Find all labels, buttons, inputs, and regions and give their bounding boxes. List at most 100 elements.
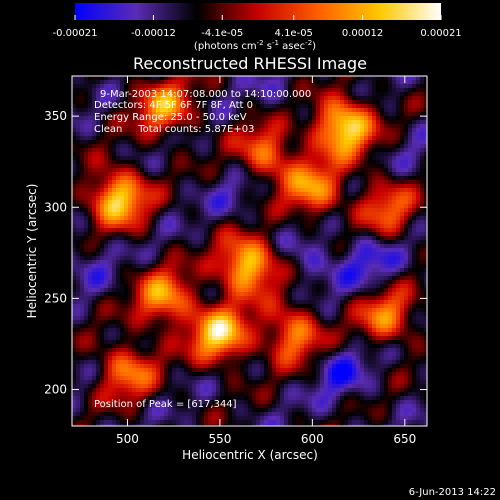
heatmap-cell — [376, 220, 381, 225]
heatmap-cell — [224, 256, 229, 261]
heatmap-cell — [340, 232, 345, 237]
heatmap-cell — [96, 220, 101, 225]
heatmap-cell — [228, 104, 233, 109]
heatmap-cell — [136, 228, 141, 233]
heatmap-cell — [404, 264, 409, 269]
heatmap-cell — [288, 80, 293, 85]
heatmap-cell — [72, 224, 77, 229]
heatmap-cell — [164, 272, 169, 277]
heatmap-cell — [408, 112, 413, 117]
heatmap-cell — [160, 252, 165, 257]
heatmap-cell — [112, 248, 117, 253]
heatmap-cell — [360, 184, 365, 189]
heatmap-cell — [104, 128, 109, 133]
heatmap-cell — [264, 164, 269, 169]
heatmap-cell — [316, 84, 321, 89]
heatmap-cell — [216, 100, 221, 105]
heatmap-cell — [92, 200, 97, 205]
heatmap-cell — [208, 112, 213, 117]
heatmap-cell — [372, 296, 377, 301]
heatmap-cell — [332, 204, 337, 209]
heatmap-cell — [360, 88, 365, 93]
heatmap-cell — [412, 172, 417, 177]
heatmap-cell — [300, 144, 305, 149]
heatmap-cell — [188, 236, 193, 241]
heatmap-cell — [204, 140, 209, 145]
heatmap-cell — [360, 148, 365, 153]
heatmap-cell — [192, 96, 197, 101]
heatmap-cell — [216, 164, 221, 169]
heatmap-cell — [420, 120, 425, 125]
heatmap-cell — [132, 88, 137, 93]
heatmap-cell — [152, 124, 157, 129]
heatmap-cell — [132, 152, 137, 157]
heatmap-cell — [72, 208, 77, 213]
heatmap-cell — [416, 200, 421, 205]
heatmap-cell — [140, 120, 145, 125]
heatmap-cell — [256, 164, 261, 169]
heatmap-cell — [424, 264, 427, 269]
heatmap-cell — [400, 108, 405, 113]
heatmap-cell — [180, 264, 185, 269]
heatmap-cell — [292, 264, 297, 269]
heatmap-cell — [252, 132, 257, 137]
heatmap-cell — [96, 164, 101, 169]
heatmap-cell — [384, 208, 389, 213]
heatmap-cell — [108, 88, 113, 93]
heatmap-cell — [88, 156, 93, 161]
heatmap-cell — [176, 248, 181, 253]
heatmap-cell — [124, 260, 129, 265]
heatmap-cell — [364, 196, 369, 201]
heatmap-cell — [76, 208, 81, 213]
heatmap-cell — [156, 120, 161, 125]
heatmap-cell — [188, 224, 193, 229]
heatmap-cell — [388, 156, 393, 161]
heatmap-cell — [284, 204, 289, 209]
heatmap-cell — [252, 192, 257, 197]
heatmap-cell — [196, 156, 201, 161]
heatmap-cell — [416, 220, 421, 225]
heatmap-cell — [148, 164, 153, 169]
heatmap-cell — [344, 188, 349, 193]
heatmap-cell — [320, 144, 325, 149]
heatmap-cell — [172, 212, 177, 217]
heatmap-cell — [232, 168, 237, 173]
heatmap-cell — [360, 256, 365, 261]
heatmap-cell — [284, 228, 289, 233]
heatmap-cell — [276, 100, 281, 105]
heatmap-cell — [176, 156, 181, 161]
heatmap-cell — [360, 248, 365, 253]
heatmap-cell — [184, 160, 189, 165]
heatmap-cell — [332, 216, 337, 221]
heatmap-cell — [148, 260, 153, 265]
heatmap-cell — [276, 232, 281, 237]
heatmap-cell — [416, 156, 421, 161]
heatmap-cell — [404, 276, 409, 281]
heatmap-cell — [80, 112, 85, 117]
heatmap-cell — [144, 168, 149, 173]
heatmap-cell — [104, 164, 109, 169]
heatmap-cell — [404, 100, 409, 105]
heatmap-cell — [168, 136, 173, 141]
heatmap-cell — [172, 232, 177, 237]
heatmap-cell — [184, 100, 189, 105]
heatmap-cell — [348, 220, 353, 225]
heatmap-cell — [364, 292, 369, 297]
heatmap-cell — [212, 196, 217, 201]
heatmap-cell — [188, 284, 193, 289]
heatmap-cell — [140, 168, 145, 173]
heatmap-cell — [424, 192, 427, 197]
heatmap-cell — [320, 96, 325, 101]
heatmap-cell — [376, 84, 381, 89]
heatmap-cell — [184, 152, 189, 157]
heatmap-cell — [184, 128, 189, 133]
heatmap-cell — [136, 272, 141, 277]
heatmap-cell — [288, 228, 293, 233]
heatmap-cell — [316, 92, 321, 97]
heatmap-cell — [204, 252, 209, 257]
heatmap-cell — [408, 220, 413, 225]
heatmap-cell — [372, 256, 377, 261]
heatmap-cell — [256, 240, 261, 245]
heatmap-cell — [300, 184, 305, 189]
heatmap-cell — [168, 80, 173, 85]
